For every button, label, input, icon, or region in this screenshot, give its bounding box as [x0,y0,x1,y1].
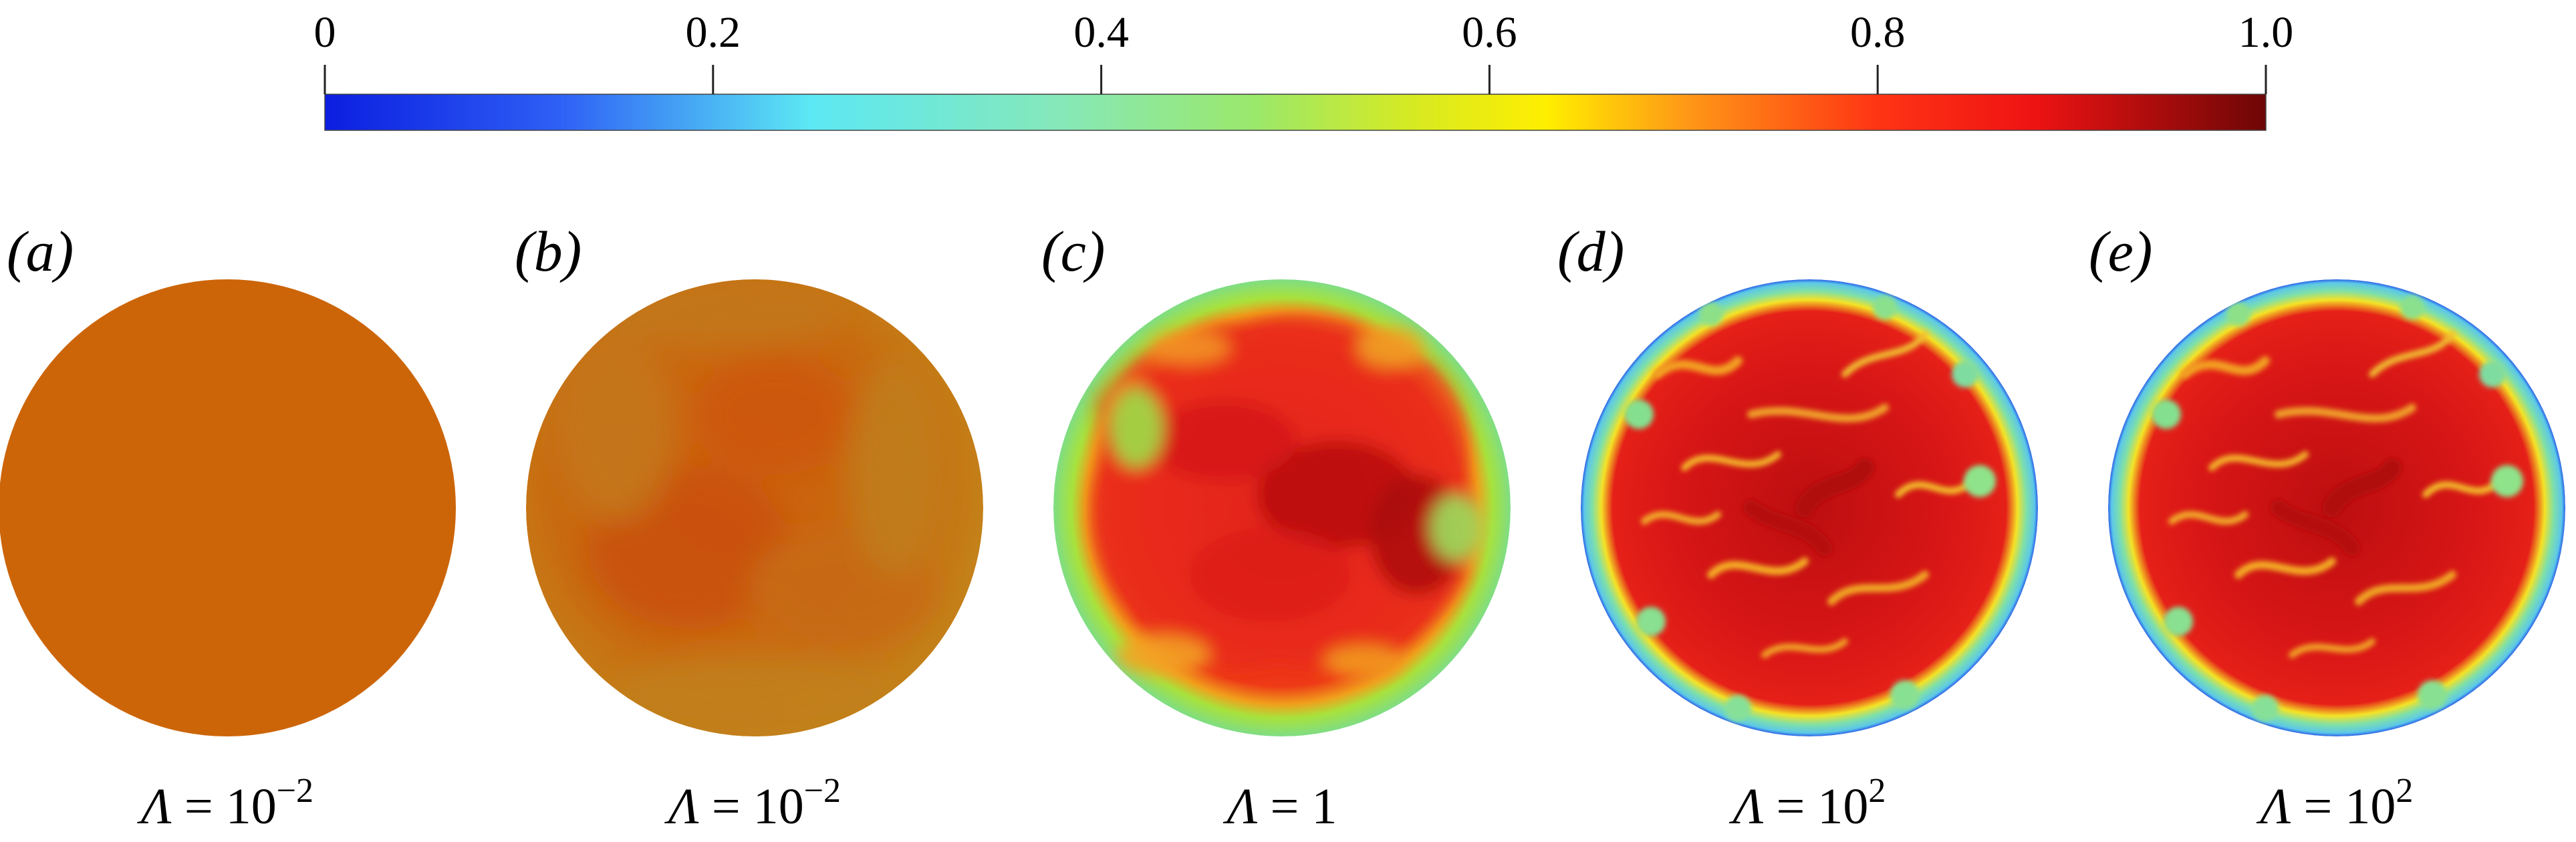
panel-d-disk [1581,279,2038,736]
colorbar-tick-label: 1.0 [2238,8,2294,57]
colorbar: 0 0.2 0.4 0.6 0.8 1.0 [314,8,2294,131]
panel-c: (c) Λ = 1 [1041,219,1511,835]
colorbar-tick-label: 0.4 [1073,8,1129,57]
panel-c-label: (c) [1041,219,1105,283]
panel-b: (b) Λ = 10−2 [515,219,983,835]
panel-b-disk [526,279,983,736]
colorbar-ramp [324,94,2267,131]
panel-c-caption: Λ = 1 [1223,779,1337,835]
panel-e-label: (e) [2089,219,2152,283]
colorbar-tick-label: 0 [314,8,336,57]
panel-e-caption: Λ = 102 [2257,772,2414,835]
colorbar-tick-label: 0.2 [686,8,741,57]
panel-e: (e) [2089,219,2565,835]
colorbar-ticks: 0 0.2 0.4 0.6 0.8 1.0 [314,8,2294,94]
panel-a-caption: Λ = 10−2 [137,772,313,835]
panel-a-label: (a) [7,219,74,283]
panel-d-caption: Λ = 102 [1729,772,1886,835]
colorbar-tick-label: 0.8 [1850,8,1906,57]
panel-e-disk [2108,279,2565,736]
panel-d-label: (d) [1557,219,1624,283]
panel-b-caption: Λ = 10−2 [664,772,841,835]
panel-b-label: (b) [515,219,582,283]
panel-a: (a) Λ = 10−2 [0,219,456,835]
colorbar-tick-label: 0.6 [1462,8,1517,57]
panel-d: (d) [1557,219,2038,835]
panel-c-disk [1053,279,1511,736]
panel-a-disk [0,279,456,736]
